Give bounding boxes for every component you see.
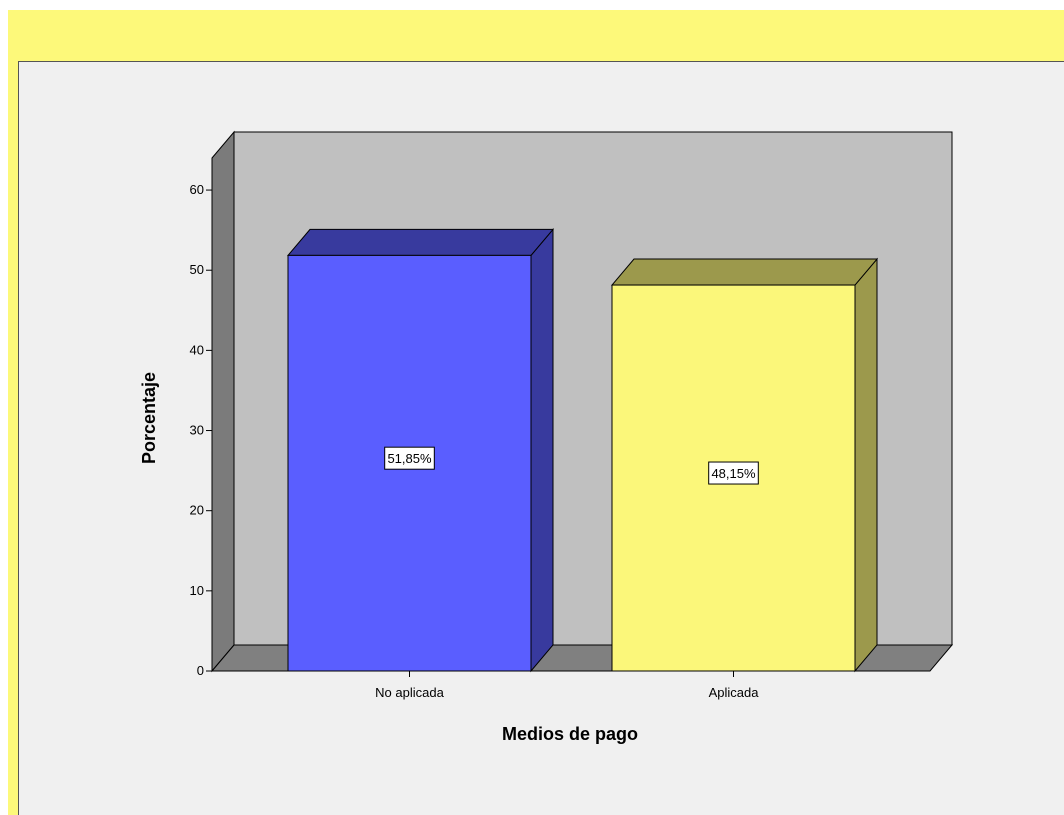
- bar-0: 51,85%: [286, 228, 555, 673]
- bar-top: [610, 258, 879, 286]
- y-tick-label: 50: [190, 262, 204, 277]
- x-axis-title: Medios de pago: [502, 724, 638, 744]
- y-tick-label: 10: [190, 583, 204, 598]
- bar-side: [854, 257, 878, 673]
- y-axis-title: Porcentaje: [139, 372, 159, 464]
- data-label-box: [708, 461, 759, 485]
- data-label-box: [384, 446, 435, 470]
- y-tick-label: 20: [190, 503, 204, 518]
- y-tick-label: 60: [190, 182, 204, 197]
- x-tick-label: No aplicada: [375, 685, 444, 700]
- bar-side: [530, 228, 554, 673]
- y-axis: 0 10 20 30 40 50 60: [190, 182, 213, 678]
- side-wall: [211, 130, 235, 673]
- data-label: 48,15%: [711, 466, 756, 481]
- data-label: 51,85%: [387, 451, 432, 466]
- y-tick-label: 0: [197, 663, 204, 678]
- x-tick-label: Aplicada: [709, 685, 760, 700]
- bars: 51,85% 48,15%: [286, 228, 879, 673]
- bar-top: [286, 228, 555, 256]
- y-tick-label: 40: [190, 342, 204, 357]
- x-axis: No aplicada Aplicada: [212, 670, 930, 700]
- bar-1: 48,15%: [610, 257, 879, 673]
- y-tick-label: 30: [190, 423, 204, 438]
